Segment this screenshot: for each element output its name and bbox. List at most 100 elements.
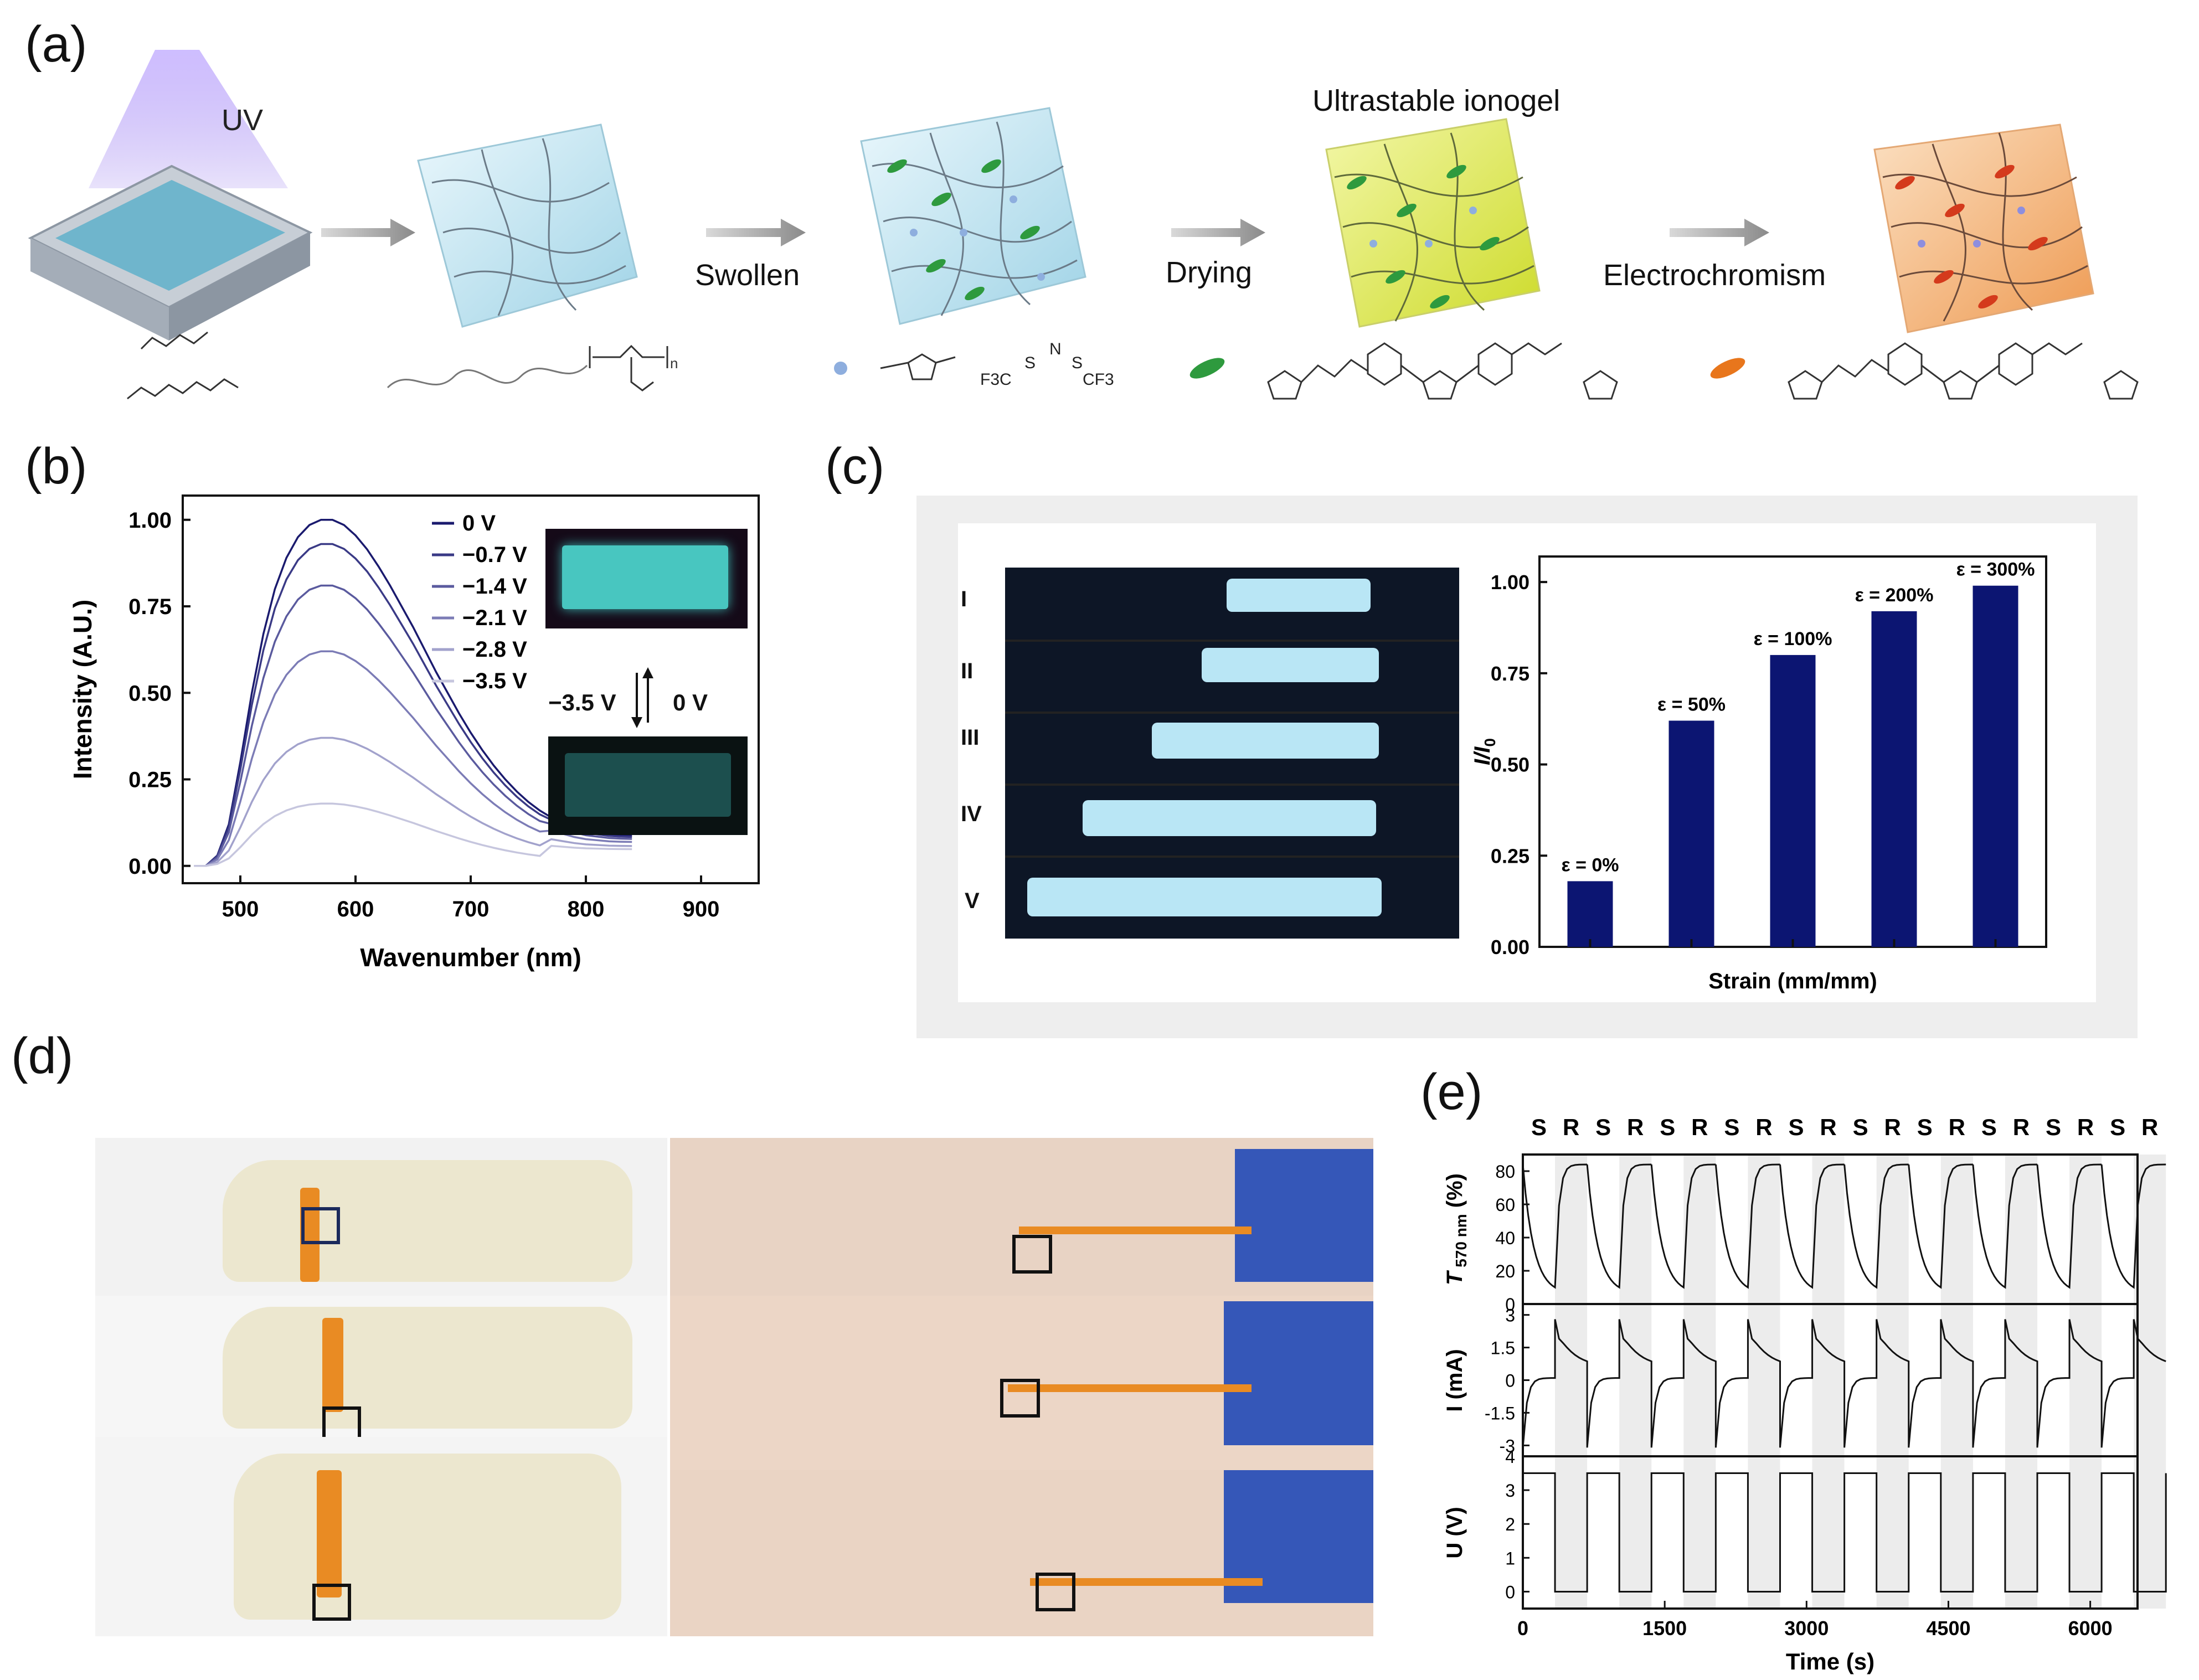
- shaded-interval: [1619, 1155, 1652, 1609]
- y-tick-label: 60: [1495, 1195, 1515, 1215]
- state-label-3: R: [1627, 1114, 1644, 1140]
- x-tick-label: 6000: [2068, 1617, 2113, 1640]
- y-tick-label: 1.00: [128, 508, 172, 533]
- state-label-12: S: [1917, 1114, 1933, 1140]
- x-tick-label: 800: [568, 897, 605, 921]
- bar-0: [1567, 881, 1613, 947]
- series-line-voltage: [1523, 1472, 2167, 1593]
- state-label-19: R: [2141, 1114, 2158, 1140]
- ionogel-block-orange: [1873, 123, 2094, 333]
- strain-row-label-5: V: [965, 889, 980, 913]
- x-axis-label: Strain (mm/mm): [1708, 969, 1877, 993]
- strain-row-label-4: IV: [961, 802, 982, 826]
- photo-glove-2: [95, 1296, 667, 1444]
- step-label-electrochromism: Electrochromism: [1603, 259, 1826, 292]
- y-axis-label: I/I0: [1470, 738, 1498, 765]
- photo-arm-1: [670, 1138, 1373, 1296]
- y-axis-label: Intensity (A.U.): [68, 600, 97, 780]
- y-tick-label: 20: [1495, 1261, 1515, 1281]
- x-tick-label: 3000: [1784, 1617, 1829, 1640]
- photo-strain-series: [1005, 568, 1459, 939]
- legend-label-2: −1.4 V: [462, 574, 527, 599]
- strain-photo-row-3: [1005, 712, 1459, 786]
- il-anion-s-left: S: [1024, 354, 1036, 372]
- legend-label-4: −2.8 V: [462, 637, 527, 662]
- photo-glove-1: [95, 1138, 667, 1296]
- repeat-unit-n: n: [670, 355, 678, 372]
- bar-label-1: ε = 50%: [1657, 694, 1726, 715]
- state-label-9: R: [1820, 1114, 1836, 1140]
- y-axis-label-voltage: U (V): [1443, 1507, 1467, 1558]
- y-tick-label: 1: [1505, 1548, 1515, 1568]
- il-anion-n: N: [1049, 340, 1062, 358]
- region-box: [1036, 1573, 1075, 1611]
- shaded-interval: [2069, 1155, 2102, 1609]
- x-tick-label: 700: [452, 897, 490, 921]
- x-tick-label: 1500: [1642, 1617, 1687, 1640]
- voltage-label-neg: −3.5 V: [548, 689, 616, 715]
- x-tick-label: 500: [222, 897, 259, 921]
- bar-2: [1770, 655, 1816, 947]
- state-label-11: R: [1884, 1114, 1901, 1140]
- il-anion-cf3-left: F3C: [980, 370, 1012, 389]
- step-label-swollen: Swollen: [695, 259, 800, 292]
- y-tick-label: 0.00: [128, 854, 172, 879]
- panel-c-bar-chart: 0.00 0.25 0.50 0.75 1.00 ε = 0% ε = 50% ε = 100…: [1470, 555, 2047, 993]
- switch-arrows: −3.5 V 0 V: [548, 667, 708, 728]
- strain-row-label-1: I: [961, 587, 967, 611]
- x-axis-label: Wavenumber (nm): [360, 943, 581, 972]
- viologen-structure-neutral: [1267, 342, 1618, 400]
- plot-frame-voltage: [1522, 1455, 2139, 1610]
- shaded-interval: [1876, 1155, 1909, 1609]
- y-tick-label: 0.00: [1491, 936, 1529, 958]
- y-tick-label: 0.75: [1491, 662, 1529, 685]
- panel-b-emission-chart: 500 600 700 800 900 0.00 0.25 0.50 0.75 1.00 Waven…: [68, 494, 760, 972]
- strain-photo-row-2: [1005, 640, 1459, 714]
- strain-row-label-3: III: [961, 725, 980, 750]
- strain-row-label-2: II: [961, 659, 974, 683]
- state-label-16: S: [2046, 1114, 2061, 1140]
- y-tick-label: 3: [1505, 1306, 1515, 1326]
- photo-ionogel-0v: [545, 529, 748, 628]
- ionic-liquid-structure: [880, 353, 956, 380]
- y-tick-label: 3: [1505, 1481, 1515, 1501]
- y-tick-label: 0.50: [128, 681, 172, 705]
- viologen-green-icon: [1189, 358, 1225, 379]
- y-tick-label: 2: [1505, 1514, 1515, 1534]
- state-label-2: S: [1595, 1114, 1611, 1140]
- photo-arm-3: [670, 1470, 1373, 1636]
- region-box: [312, 1584, 351, 1621]
- state-label-1: R: [1563, 1114, 1579, 1140]
- bar-3: [1871, 611, 1917, 947]
- strain-photo-row-1: [1005, 568, 1459, 642]
- state-label-17: R: [2077, 1114, 2094, 1140]
- bar-4: [1973, 585, 2018, 947]
- y-tick-label: 0.25: [1491, 844, 1529, 867]
- shaded-interval: [1555, 1155, 1588, 1609]
- region-box: [301, 1207, 340, 1244]
- polymer-network-block: [417, 123, 638, 328]
- panel-label-e: (e): [1420, 1064, 1483, 1120]
- state-label-18: S: [2110, 1114, 2125, 1140]
- y-axis-label-transmittance: T 570 nm (%): [1443, 1173, 1470, 1285]
- bar-label-0: ε = 0%: [1561, 854, 1619, 875]
- x-tick-label: 900: [683, 897, 720, 921]
- y-axis-label-current: I (mA): [1443, 1349, 1467, 1411]
- y-tick-label: 0.50: [1491, 754, 1529, 776]
- il-anion-s-right: S: [1072, 354, 1083, 372]
- bar-1: [1668, 720, 1714, 947]
- panel-label-a: (a): [25, 16, 87, 73]
- voltage-label-zero: 0 V: [673, 689, 708, 715]
- y-tick-label: 40: [1495, 1228, 1515, 1248]
- region-box: [1012, 1235, 1052, 1274]
- shaded-interval: [2005, 1155, 2037, 1609]
- state-label-4: S: [1660, 1114, 1675, 1140]
- y-tick-label: 0: [1505, 1582, 1515, 1602]
- panel-label-c: (c): [825, 438, 885, 494]
- state-label-6: S: [1724, 1114, 1739, 1140]
- state-label-14: S: [1981, 1114, 1997, 1140]
- process-arrows: [321, 219, 1769, 246]
- spectrum-line-4: [194, 736, 632, 867]
- uv-light-beam: [89, 50, 288, 188]
- region-box: [1000, 1379, 1040, 1418]
